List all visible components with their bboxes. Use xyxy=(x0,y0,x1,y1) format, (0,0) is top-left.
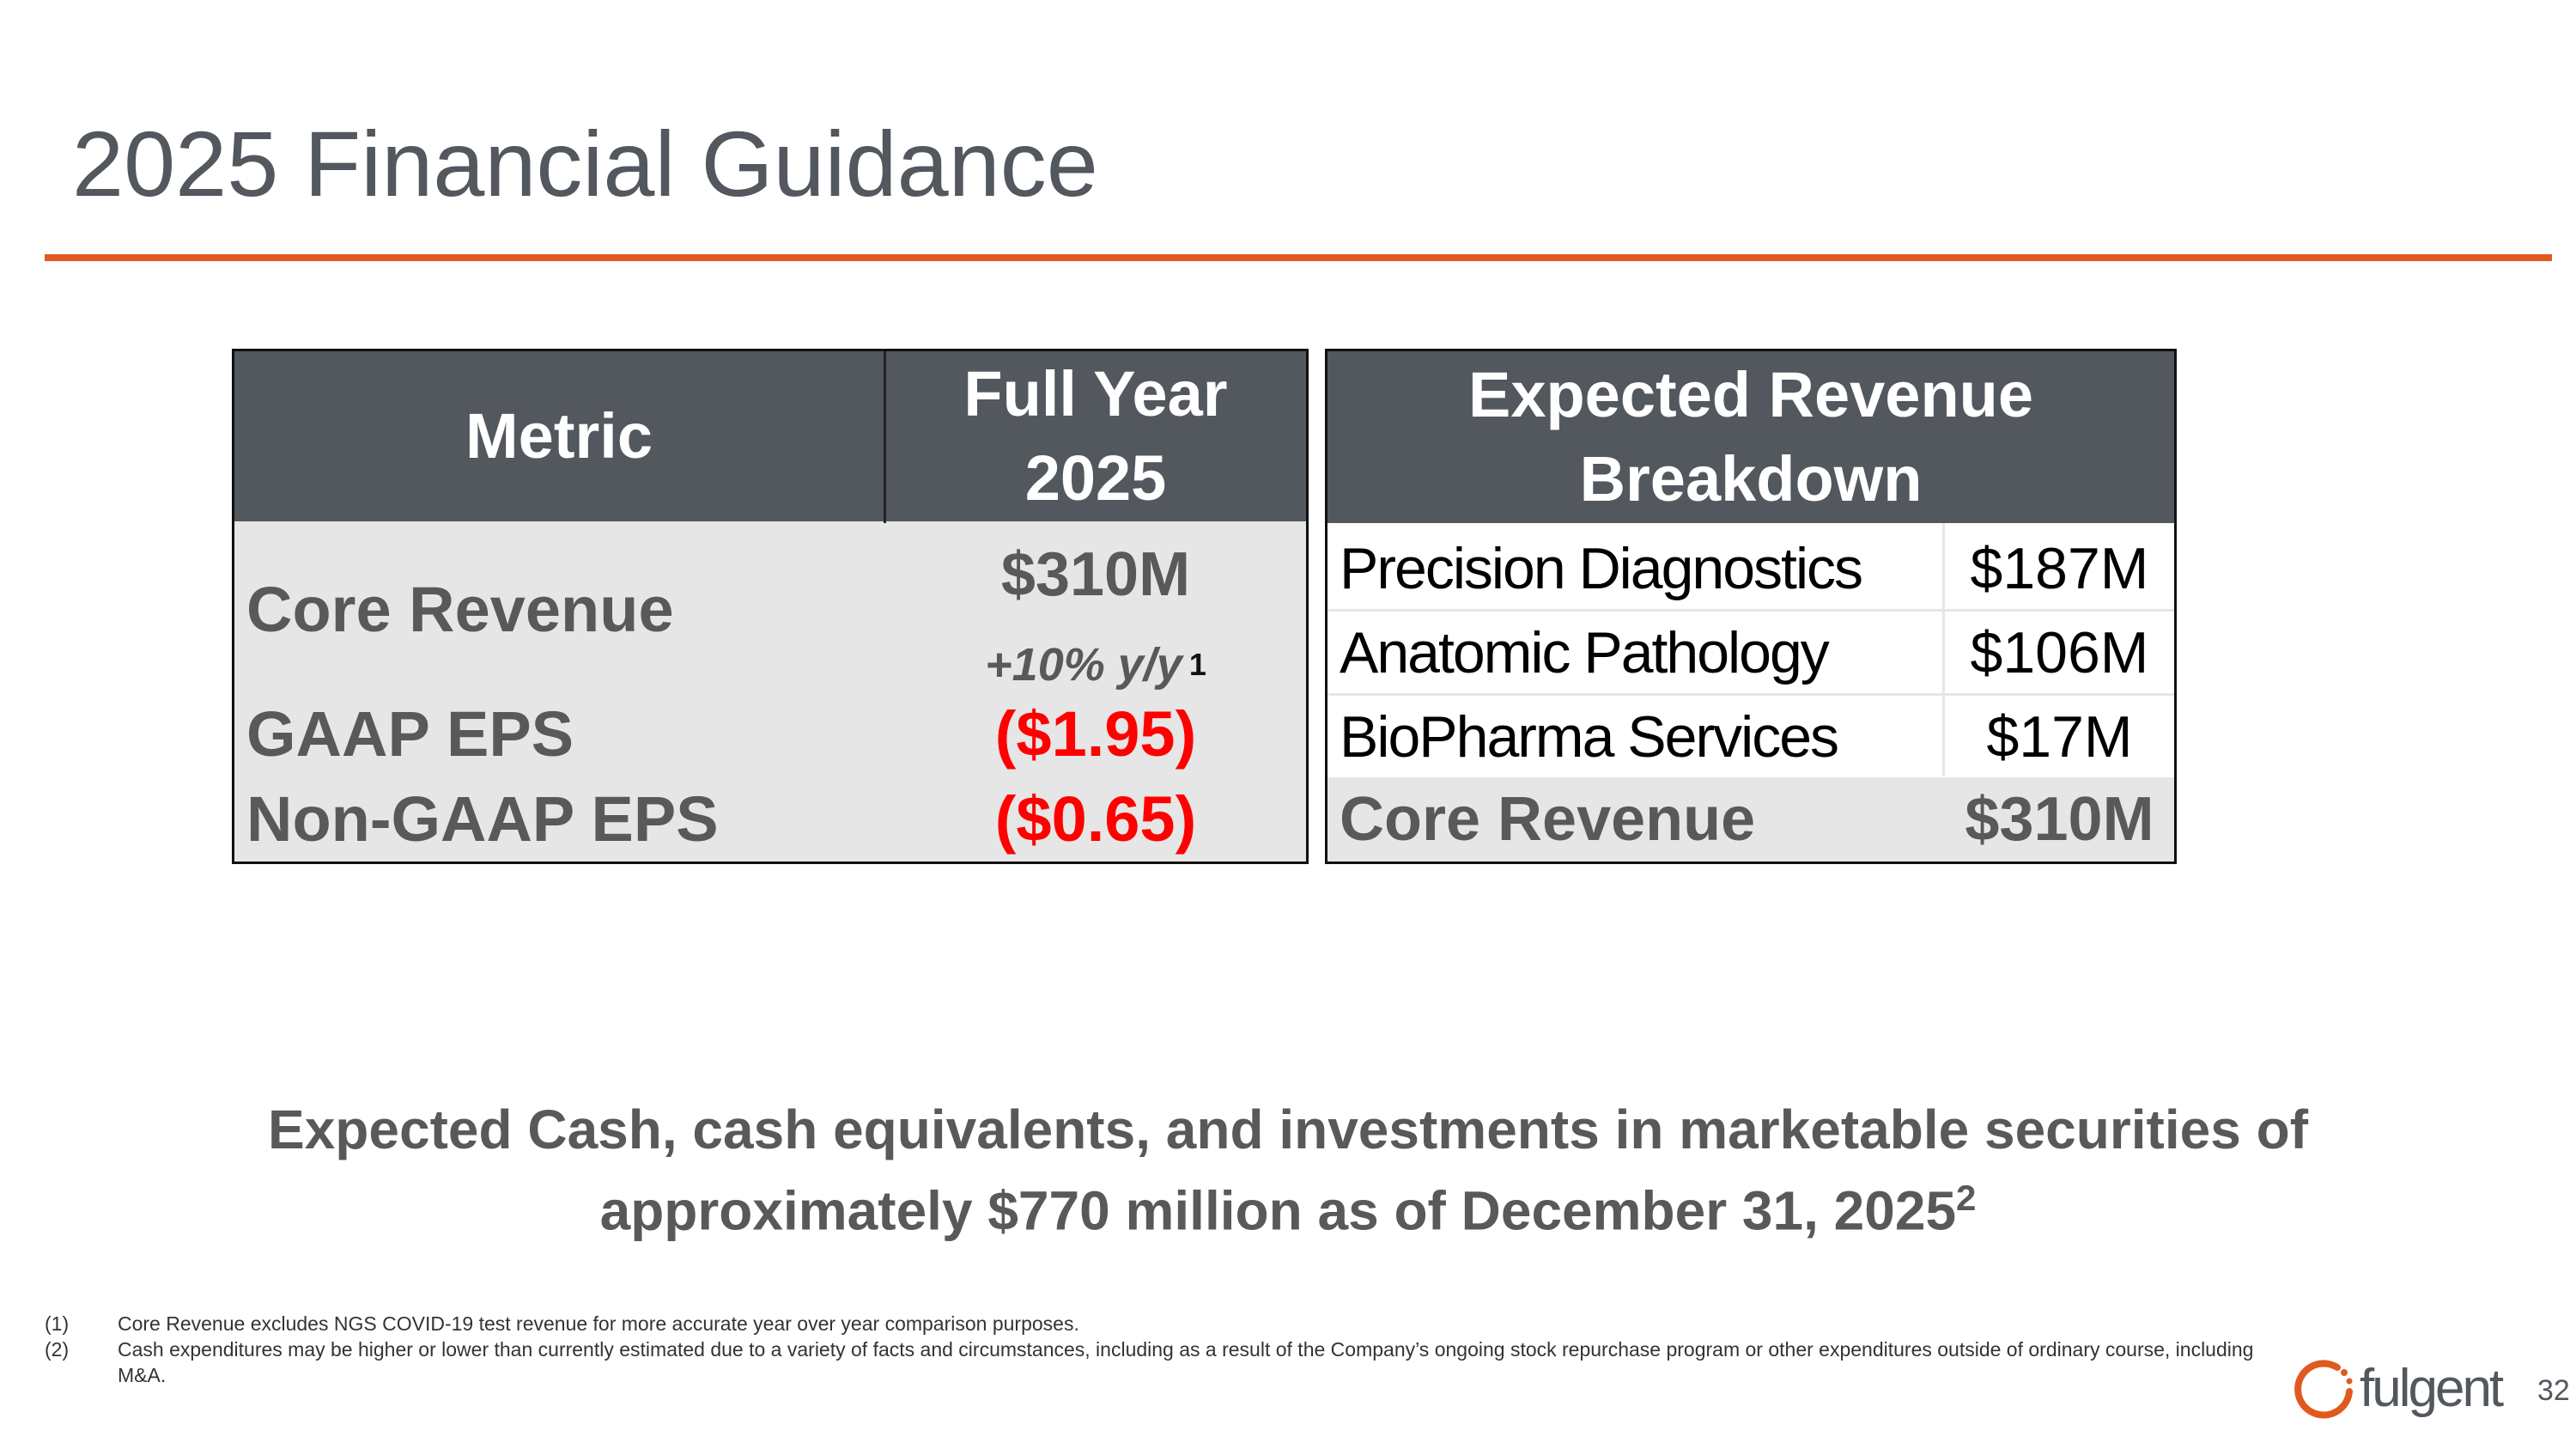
page-number: 32 xyxy=(2537,1374,2570,1407)
cash-statement-line2-wrap: approximately $770 million as of Decembe… xyxy=(0,1164,2576,1245)
segment-precision-diagnostics: Precision Diagnostics xyxy=(1340,536,1863,601)
cash-statement-line2: approximately $770 million as of Decembe… xyxy=(599,1179,1957,1242)
revenue-breakdown-table: Expected Revenue Breakdown Precision Dia… xyxy=(1325,349,2177,864)
value-anatomic-pathology: $106M xyxy=(1970,620,2149,685)
header-full-year: Full Year 2025 xyxy=(885,351,1306,521)
growth-text: +10% y/y xyxy=(985,639,1182,691)
value-core-revenue: $310M xyxy=(1000,540,1191,609)
logo-text: fulgent xyxy=(2360,1358,2504,1418)
value-gaap-eps: ($1.95) xyxy=(994,697,1197,770)
row-divider xyxy=(1327,609,2174,612)
value-precision-diagnostics: $187M xyxy=(1970,536,2149,601)
cash-statement: Expected Cash, cash equivalents, and inv… xyxy=(0,1095,2576,1245)
logo-ring-icon xyxy=(2294,1360,2353,1419)
page-title: 2025 Financial Guidance xyxy=(72,112,1098,216)
footnote-number: (1) xyxy=(45,1312,70,1335)
header-revenue-breakdown: Expected Revenue Breakdown xyxy=(1327,351,2174,523)
footnote-text: Core Revenue excludes NGS COVID-19 test … xyxy=(118,1312,1079,1335)
column-divider xyxy=(1942,523,1945,776)
core-revenue-growth: +10% y/y 1 xyxy=(885,622,1306,708)
footnote-text: Cash expenditures may be higher or lower… xyxy=(118,1338,2254,1386)
fulgent-logo: fulgent xyxy=(2294,1354,2504,1422)
segment-anatomic-pathology: Anatomic Pathology xyxy=(1340,620,1830,685)
guidance-table: Metric Full Year 2025 Core Revenue $310M… xyxy=(232,349,1309,864)
footnote-ref-2: 2 xyxy=(1956,1178,1977,1218)
title-divider xyxy=(45,254,2552,261)
row-divider xyxy=(1327,693,2174,696)
cash-statement-line1: Expected Cash, cash equivalents, and inv… xyxy=(268,1099,2308,1160)
metric-gaap-eps: GAAP EPS xyxy=(246,697,574,770)
total-row xyxy=(1327,777,2174,861)
segment-biopharma-services: BioPharma Services xyxy=(1340,704,1839,770)
segment-core-revenue-total: Core Revenue xyxy=(1340,785,1756,854)
value-non-gaap-eps: ($0.65) xyxy=(994,782,1197,855)
metric-non-gaap-eps: Non-GAAP EPS xyxy=(246,782,719,855)
column-divider xyxy=(884,351,886,523)
value-biopharma-services: $17M xyxy=(1986,704,2133,770)
value-core-revenue-total: $310M xyxy=(1965,785,2154,854)
metric-core-revenue: Core Revenue xyxy=(246,573,674,645)
footnote-ref-1: 1 xyxy=(1188,647,1206,682)
header-metric: Metric xyxy=(234,351,884,521)
footnote-number: (2) xyxy=(45,1338,70,1361)
